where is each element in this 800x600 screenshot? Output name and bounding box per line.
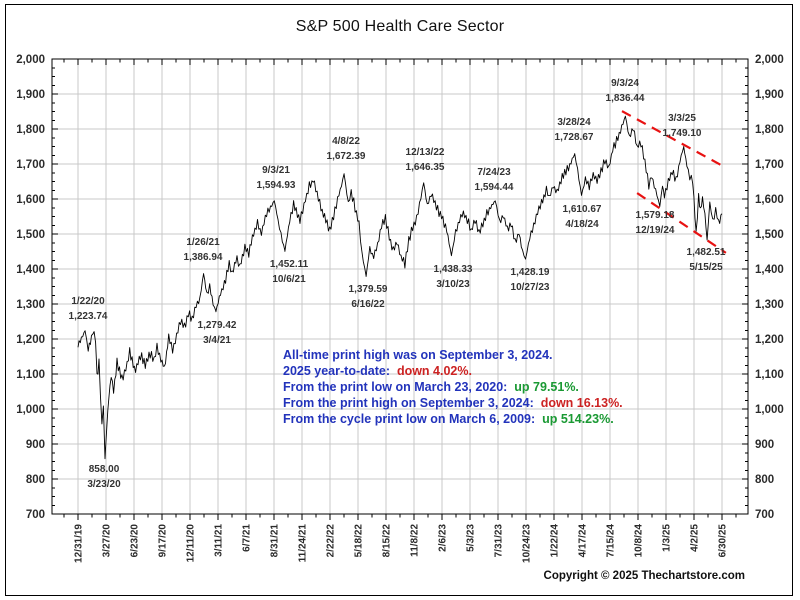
y-tick-label-left: 900: [26, 439, 45, 451]
summary-line-3: From the print low on March 23, 2020: up…: [283, 379, 623, 395]
axis-frame: [51, 58, 749, 520]
summary-segment: All-time print high was on September 3, …: [283, 348, 553, 362]
x-tick-label: 6/7/21: [242, 524, 253, 552]
y-tick-label-left: 1,800: [16, 124, 45, 136]
price-line: [77, 115, 723, 460]
summary-segment: 2025 year-to-date:: [283, 364, 397, 378]
point-label: 12/13/22 1,646.35: [406, 147, 445, 173]
x-tick-label: 11/8/22: [410, 524, 421, 557]
point-label: 4/8/22 1,672.39: [327, 136, 366, 162]
x-tick-label: 5/18/22: [354, 524, 365, 558]
point-label: 1,379.59 6/16/22: [349, 284, 388, 310]
y-tick-label-right: 900: [755, 439, 774, 451]
point-label: 7/24/23 1,594.44: [475, 167, 514, 193]
summary-line-2: 2025 year-to-date: down 4.02%.: [283, 363, 623, 379]
y-tick-label-left: 800: [26, 474, 45, 486]
y-tick-label-right: 700: [755, 509, 774, 521]
summary-line-4: From the print high on September 3, 2024…: [283, 395, 623, 411]
y-tick-label-right: 1,400: [755, 264, 784, 276]
x-tick-label: 6/23/20: [130, 524, 141, 558]
point-label: 9/3/24 1,836.44: [606, 78, 645, 104]
summary-line-5: From the cycle print low on March 6, 200…: [283, 411, 623, 427]
y-tick-label-right: 1,200: [755, 334, 784, 346]
summary-segment: down 16.13%.: [540, 396, 623, 410]
y-tick-label-right: 1,000: [755, 404, 784, 416]
summary-segment: up 514.23%.: [542, 412, 614, 426]
x-tick-label: 2/22/22: [326, 524, 337, 558]
trendline: [621, 110, 726, 169]
point-label: 1,452.11 10/6/21: [270, 259, 309, 285]
x-tick-label: 9/17/20: [158, 524, 169, 558]
y-tick-label-right: 1,600: [755, 194, 784, 206]
y-tick-label-right: 1,100: [755, 369, 784, 381]
summary-segment: From the cycle print low on March 6, 200…: [283, 412, 543, 426]
x-tick-label: 5/3/23: [466, 524, 477, 552]
point-label: 1,579.18 12/19/24: [636, 210, 675, 236]
point-label: 1,279.42 3/4/21: [198, 320, 237, 346]
y-tick-label-right: 1,300: [755, 299, 784, 311]
y-axis-labels: 700 700 800 800 900 900 1,000 1,000 1,100 1,100 1,…: [16, 54, 784, 521]
y-tick-label-left: 1,500: [16, 229, 45, 241]
y-tick-label-right: 1,800: [755, 124, 784, 136]
point-label: 1,428.19 10/27/23: [511, 267, 550, 293]
peak-trough-labels: 1/22/20 1,223.74 858.00 3/23/20 1/26/21 1,386…: [69, 78, 726, 490]
y-tick-label-left: 1,100: [16, 369, 45, 381]
performance-summary: All-time print high was on September 3, …: [283, 347, 623, 427]
x-tick-label: 7/31/23: [494, 524, 505, 558]
x-tick-label: 4/17/24: [578, 524, 589, 558]
point-label: 1/26/21 1,386.94: [184, 237, 223, 263]
y-tick-label-right: 1,900: [755, 89, 784, 101]
x-axis-labels: 12/31/19 3/27/20 6/23/20 9/17/20 12/11/20 3/1…: [74, 524, 729, 563]
x-tick-label: 3/11/21: [214, 524, 225, 557]
y-tick-label-left: 1,400: [16, 264, 45, 276]
x-tick-label: 7/15/24: [606, 524, 617, 558]
summary-line-1: All-time print high was on September 3, …: [283, 347, 623, 363]
y-tick-label-right: 1,500: [755, 229, 784, 241]
x-tick-label: 12/31/19: [74, 524, 85, 563]
y-tick-label-left: 2,000: [16, 54, 45, 66]
point-label: 9/3/21 1,594.93: [257, 165, 296, 191]
x-tick-label: 10/24/23: [522, 524, 533, 563]
point-label: 3/28/24 1,728.67: [555, 117, 594, 143]
summary-segment: From the print high on September 3, 2024…: [283, 396, 541, 410]
x-tick-label: 3/27/20: [102, 524, 113, 558]
x-tick-label: 11/24/21: [298, 524, 309, 563]
summary-segment: up 79.51%.: [514, 380, 579, 394]
x-tick-label: 8/15/22: [382, 524, 393, 558]
x-tick-label: 2/6/23: [438, 524, 449, 552]
y-tick-label-right: 800: [755, 474, 774, 486]
y-tick-label-left: 700: [26, 509, 45, 521]
x-tick-label: 8/31/21: [270, 524, 281, 558]
y-tick-label-right: 1,700: [755, 159, 784, 171]
x-tick-label: 12/11/20: [186, 524, 197, 563]
chart-title: S&P 500 Health Care Sector: [295, 18, 505, 35]
point-label: 1/22/20 1,223.74: [69, 296, 108, 322]
point-label: 3/3/25 1,749.10: [663, 113, 702, 139]
x-tick-label: 6/30/25: [718, 524, 729, 558]
trendline: [636, 192, 727, 254]
summary-segment: From the print low on March 23, 2020:: [283, 380, 515, 394]
x-tick-label: 1/3/25: [662, 524, 673, 552]
y-tick-label-left: 1,000: [16, 404, 45, 416]
point-label: 1,610.67 4/18/24: [563, 204, 602, 230]
y-tick-label-right: 2,000: [755, 54, 784, 66]
y-tick-label-left: 1,600: [16, 194, 45, 206]
x-tick-label: 1/22/24: [550, 524, 561, 558]
point-label: 858.00 3/23/20: [87, 464, 121, 490]
point-label: 1,438.33 3/10/23: [434, 264, 473, 290]
y-tick-label-left: 1,200: [16, 334, 45, 346]
point-label: 1,482.51 5/15/25: [687, 247, 726, 273]
x-tick-label: 10/8/24: [634, 524, 645, 558]
y-tick-label-left: 1,900: [16, 89, 45, 101]
copyright-notice: Copyright © 2025 Thechartstore.com: [543, 570, 745, 582]
y-tick-label-left: 1,700: [16, 159, 45, 171]
summary-segment: down 4.02%.: [396, 364, 472, 378]
y-tick-label-left: 1,300: [16, 299, 45, 311]
trend-channel-lines: [621, 110, 727, 254]
gridlines: [52, 58, 748, 515]
x-tick-label: 4/2/25: [690, 524, 701, 552]
